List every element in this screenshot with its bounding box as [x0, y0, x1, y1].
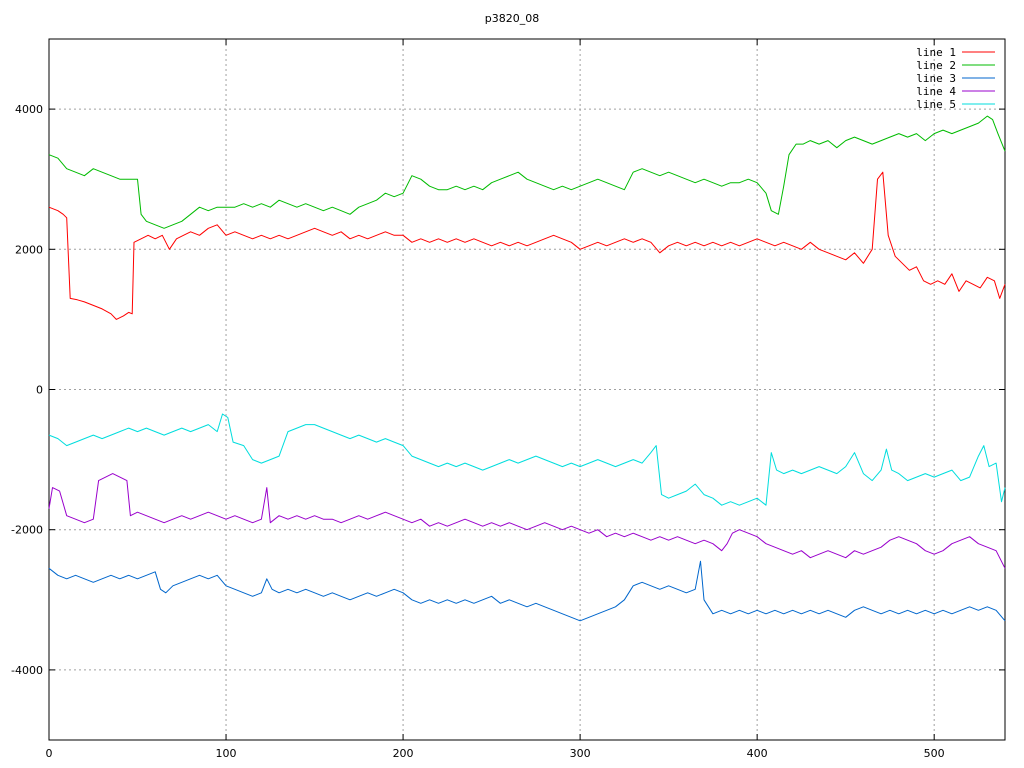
y-axis: -4000 -2000 0 2000 4000 [11, 103, 1005, 677]
x-tick-label: 300 [570, 747, 591, 760]
y-tick-label: 0 [36, 384, 43, 397]
chart-title: p3820_08 [485, 12, 539, 25]
series-line-1 [48, 171, 1006, 320]
series-line-5 [48, 413, 1006, 506]
legend-label-1: line 1 [916, 46, 956, 59]
grid [49, 39, 1005, 740]
series-line-3 [48, 560, 1006, 622]
y-tick-label: -2000 [11, 524, 43, 537]
x-tick-label: 100 [216, 747, 237, 760]
x-tick-label: 200 [393, 747, 414, 760]
x-tick-label: 400 [747, 747, 768, 760]
x-axis: 0 100 200 300 400 500 [46, 39, 945, 760]
legend-label-5: line 5 [916, 98, 956, 111]
y-tick-label: -4000 [11, 664, 43, 677]
x-tick-label: 0 [46, 747, 53, 760]
legend-label-2: line 2 [916, 59, 956, 72]
legend-label-4: line 4 [916, 85, 956, 98]
legend-label-3: line 3 [916, 72, 956, 85]
plot-frame [48, 38, 1006, 741]
series-group [48, 115, 1006, 622]
y-tick-label: 2000 [15, 243, 43, 256]
series-line-2 [48, 115, 1006, 229]
y-tick-label: 4000 [15, 103, 43, 116]
series-line-4 [48, 473, 1006, 569]
x-tick-label: 500 [924, 747, 945, 760]
